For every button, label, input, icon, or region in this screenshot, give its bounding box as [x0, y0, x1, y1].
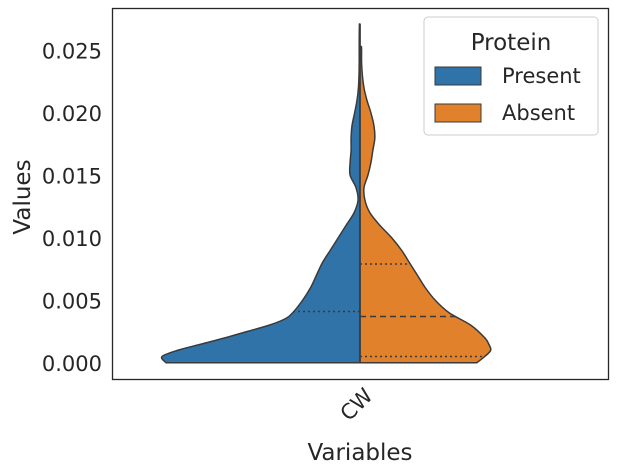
violin-half-present — [160, 23, 361, 364]
legend-swatch-absent — [434, 103, 482, 123]
legend: Protein Present Absent — [423, 16, 599, 136]
plot-frame — [111, 7, 610, 381]
y-axis-label: Values — [10, 159, 36, 234]
legend-title: Protein — [471, 30, 552, 56]
quartile-lines — [165, 263, 485, 364]
y-tick-label: 0.020 — [42, 102, 102, 126]
x-axis: CW — [336, 383, 378, 425]
legend-label-present: Present — [502, 64, 581, 88]
y-tick-label: 0.010 — [42, 227, 102, 251]
y-tick-label: 0.015 — [42, 164, 102, 188]
x-axis-label: Variables — [307, 440, 412, 466]
legend-label-absent: Absent — [502, 101, 575, 125]
legend-swatch-present — [434, 66, 482, 86]
y-axis: 0.000 0.005 0.010 0.015 0.020 0.025 — [42, 39, 102, 376]
violin-group — [160, 23, 492, 364]
x-tick-label: CW — [336, 383, 378, 425]
y-tick-label: 0.025 — [42, 39, 102, 63]
violin-half-absent — [359, 45, 492, 364]
y-tick-label: 0.000 — [42, 352, 102, 376]
y-tick-label: 0.005 — [42, 289, 102, 313]
